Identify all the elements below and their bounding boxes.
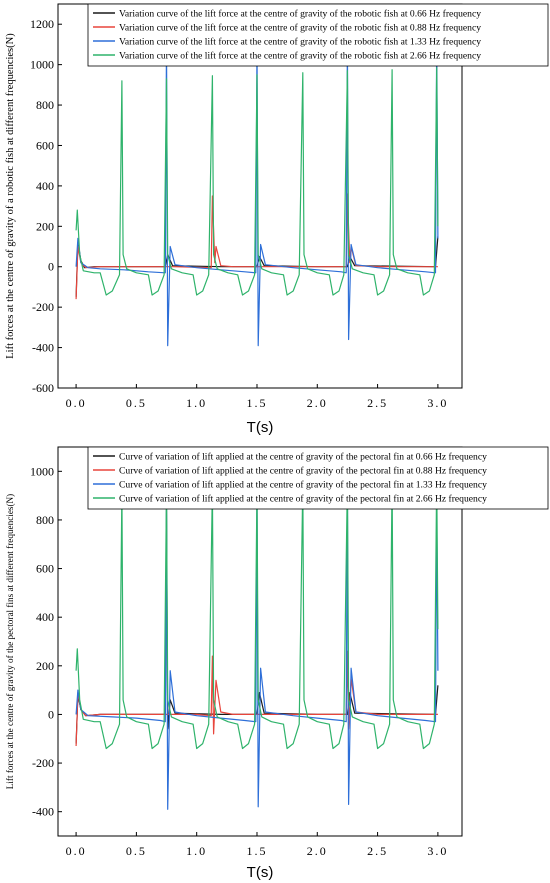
- legend-box: [87, 3, 549, 67]
- y-tick-label: 200: [36, 659, 54, 673]
- x-tick-label: 3.0: [427, 844, 448, 858]
- y-tick-label: -200: [32, 300, 54, 314]
- x-tick-label: 2.0: [307, 396, 328, 410]
- y-tick-label: 0: [48, 260, 54, 274]
- y-tick-label: 400: [36, 179, 54, 193]
- y-tick-label: 1200: [30, 17, 54, 31]
- legend-label: Curve of variation of lift applied at th…: [119, 480, 487, 491]
- x-tick-label: 0.0: [66, 844, 87, 858]
- legend-label: Variation curve of the lift force at the…: [119, 23, 481, 34]
- x-axis-title: T(s): [247, 864, 274, 881]
- x-tick-label: 1.0: [186, 844, 207, 858]
- x-axis-title: T(s): [247, 419, 274, 436]
- x-tick-label: 1.5: [246, 844, 267, 858]
- y-tick-label: -600: [32, 381, 54, 395]
- y-tick-label: 400: [36, 610, 54, 624]
- x-tick-label: 1.5: [246, 396, 267, 410]
- chart-2: -400 -200 0 200 400 600 800 1000 0.0 0.5 1.0 1.5 2.0…: [5, 446, 549, 881]
- y-tick-label: 800: [36, 513, 54, 527]
- legend: Variation curve of the lift force at the…: [87, 3, 549, 67]
- y-tick-label: 1000: [30, 58, 54, 72]
- y-tick-label: 0: [48, 707, 54, 721]
- legend-label: Variation curve of the lift force at the…: [119, 37, 481, 48]
- y-tick-label: 200: [36, 219, 54, 233]
- y-tick-label: 600: [36, 138, 54, 152]
- x-tick-label: 3.0: [427, 396, 448, 410]
- legend-label: Curve of variation of lift applied at th…: [119, 494, 487, 505]
- legend-label: Variation curve of the lift force at the…: [119, 51, 481, 62]
- legend-box: [87, 446, 549, 510]
- x-tick-label: 0.5: [126, 844, 147, 858]
- x-tick-label: 2.5: [367, 396, 388, 410]
- y-axis-title: Lift forces at the centre of gravity of …: [5, 494, 15, 789]
- y-tick-label: 800: [36, 98, 54, 112]
- y-tick-label: 1000: [30, 464, 54, 478]
- y-tick-label: -400: [32, 341, 54, 355]
- legend-label: Curve of variation of lift applied at th…: [119, 466, 487, 477]
- y-tick-label: -400: [32, 805, 54, 819]
- x-tick-label: 0.0: [66, 396, 87, 410]
- y-axis-title: Lift forces at the centre of gravity of …: [5, 33, 16, 359]
- x-tick-label: 1.0: [186, 396, 207, 410]
- x-tick-label: 2.5: [367, 844, 388, 858]
- y-tick-label: -200: [32, 756, 54, 770]
- series-line-4: [75, 67, 439, 296]
- chart-1: -600 -400 -200 0 200 400 600 800 1000 1200 0.0 0.5 1…: [5, 3, 549, 436]
- legend-label: Variation curve of the lift force at the…: [119, 9, 481, 20]
- y-tick-label: 600: [36, 562, 54, 576]
- x-tick-label: 2.0: [307, 844, 328, 858]
- series-line-2: [75, 193, 438, 300]
- legend-label: Curve of variation of lift applied at th…: [119, 452, 487, 463]
- series-line-2: [75, 650, 438, 747]
- x-tick-label: 0.5: [126, 396, 147, 410]
- legend: Curve of variation of lift applied at th…: [87, 446, 549, 510]
